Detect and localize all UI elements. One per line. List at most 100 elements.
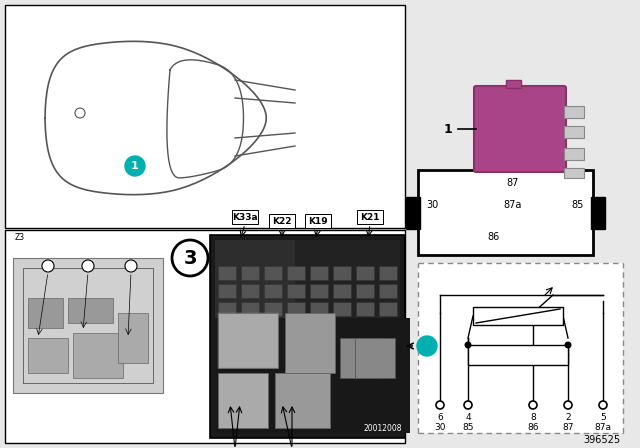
Bar (564, 148, 584, 160)
Text: 396525: 396525 (583, 435, 620, 445)
Bar (357, 210, 383, 224)
Bar (468, 345, 568, 365)
Bar (264, 266, 282, 280)
Bar (333, 284, 351, 298)
Bar (506, 80, 521, 88)
Text: 3: 3 (183, 249, 196, 267)
Bar (218, 313, 278, 368)
Bar (333, 266, 351, 280)
Text: K22: K22 (272, 216, 292, 225)
Bar (287, 266, 305, 280)
Text: 87: 87 (507, 178, 519, 188)
Bar (287, 302, 305, 316)
Bar (379, 266, 397, 280)
Text: 86: 86 (527, 422, 539, 431)
Bar (218, 302, 236, 316)
Bar (564, 168, 584, 178)
Bar (356, 302, 374, 316)
Text: 86: 86 (487, 232, 499, 242)
Bar (5, 230, 405, 443)
Bar (215, 318, 410, 433)
Bar (333, 302, 351, 316)
Bar (356, 266, 374, 280)
Text: 1: 1 (444, 122, 452, 135)
Bar (310, 266, 328, 280)
Text: Z3: Z3 (15, 233, 25, 241)
Circle shape (564, 401, 572, 409)
Bar (218, 313, 278, 368)
Bar (241, 266, 259, 280)
Circle shape (529, 401, 537, 409)
Text: 6: 6 (437, 413, 443, 422)
Bar (418, 170, 593, 255)
Text: 1: 1 (423, 341, 431, 351)
Text: 85: 85 (572, 200, 584, 210)
Bar (564, 126, 584, 138)
Text: 8: 8 (530, 413, 536, 422)
Bar (418, 263, 623, 433)
Circle shape (82, 260, 94, 272)
Bar (406, 197, 420, 229)
Bar (591, 197, 605, 229)
Circle shape (464, 401, 472, 409)
Bar (356, 284, 374, 298)
Text: K19: K19 (308, 216, 328, 225)
Bar (68, 298, 113, 323)
Text: 87a: 87a (504, 200, 522, 210)
Bar (232, 210, 258, 224)
Circle shape (125, 260, 137, 272)
Bar (264, 302, 282, 316)
Text: 20012008: 20012008 (364, 423, 403, 432)
Bar (73, 333, 123, 378)
Bar (28, 298, 63, 328)
Bar (28, 338, 68, 373)
Text: 3: 3 (129, 263, 133, 269)
Circle shape (42, 260, 54, 272)
Bar (564, 106, 584, 118)
Text: 2: 2 (565, 413, 571, 422)
Bar (355, 338, 395, 378)
Text: 30: 30 (426, 200, 438, 210)
Bar (305, 214, 331, 228)
Bar (218, 373, 268, 428)
Bar (473, 307, 563, 325)
Bar (310, 302, 328, 316)
Text: 1: 1 (131, 161, 139, 171)
Text: 2: 2 (86, 263, 90, 269)
Text: 30: 30 (435, 422, 445, 431)
Text: 5: 5 (600, 413, 606, 422)
Text: K21: K21 (360, 212, 380, 221)
Bar (215, 240, 295, 318)
Bar (264, 284, 282, 298)
Bar (218, 266, 236, 280)
Bar (5, 5, 405, 228)
Circle shape (125, 156, 145, 176)
Bar (241, 302, 259, 316)
Bar (275, 373, 330, 428)
Text: K33a: K33a (232, 212, 258, 221)
Circle shape (417, 336, 437, 356)
Text: 85: 85 (462, 422, 474, 431)
Bar (340, 338, 380, 378)
Circle shape (564, 341, 572, 349)
Bar (295, 240, 400, 338)
Bar (310, 284, 328, 298)
Bar (287, 284, 305, 298)
Bar (379, 284, 397, 298)
Text: 87a: 87a (595, 422, 611, 431)
FancyBboxPatch shape (474, 86, 566, 172)
Bar (379, 302, 397, 316)
Bar (285, 313, 335, 373)
Circle shape (436, 401, 444, 409)
Bar (13, 258, 163, 393)
Bar (241, 284, 259, 298)
Text: 4: 4 (465, 413, 471, 422)
Bar (269, 214, 295, 228)
Circle shape (172, 240, 208, 276)
Bar (210, 235, 405, 438)
Circle shape (465, 341, 472, 349)
Bar (218, 284, 236, 298)
Text: 87: 87 (563, 422, 573, 431)
Circle shape (599, 401, 607, 409)
Text: 1: 1 (45, 263, 51, 269)
